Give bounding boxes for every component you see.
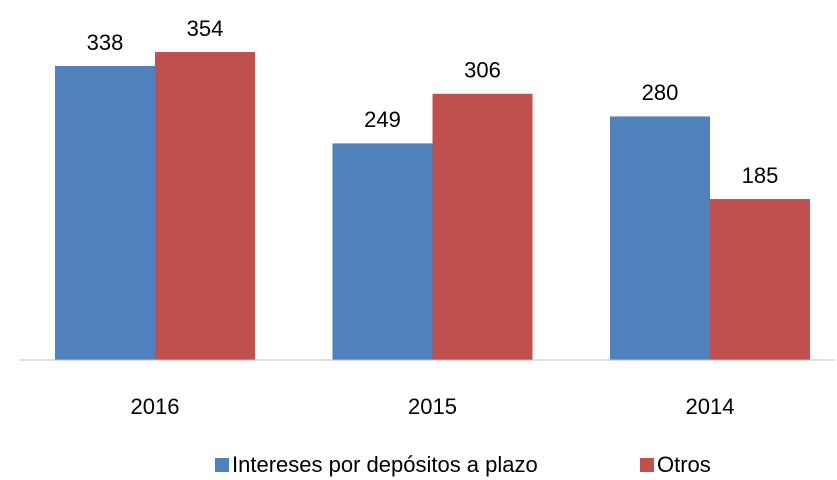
legend-swatch: [640, 458, 654, 472]
legend-swatch: [215, 458, 229, 472]
value-label: 249: [364, 107, 401, 132]
x-tick-label: 2014: [686, 394, 735, 419]
value-label: 280: [642, 80, 679, 105]
bar: [55, 65, 155, 360]
legend-label: Otros: [657, 452, 711, 477]
x-tick-label: 2016: [131, 394, 180, 419]
x-tick-label: 2015: [408, 394, 457, 419]
value-label: 354: [187, 16, 224, 41]
value-label: 338: [87, 30, 124, 55]
bar: [155, 52, 255, 361]
bar: [332, 143, 433, 360]
bar: [710, 199, 810, 360]
bar: [432, 93, 533, 360]
legend-label: Intereses por depósitos a plazo: [232, 452, 538, 477]
value-label: 306: [464, 58, 501, 83]
bar: [610, 116, 710, 361]
value-label: 185: [742, 163, 779, 188]
